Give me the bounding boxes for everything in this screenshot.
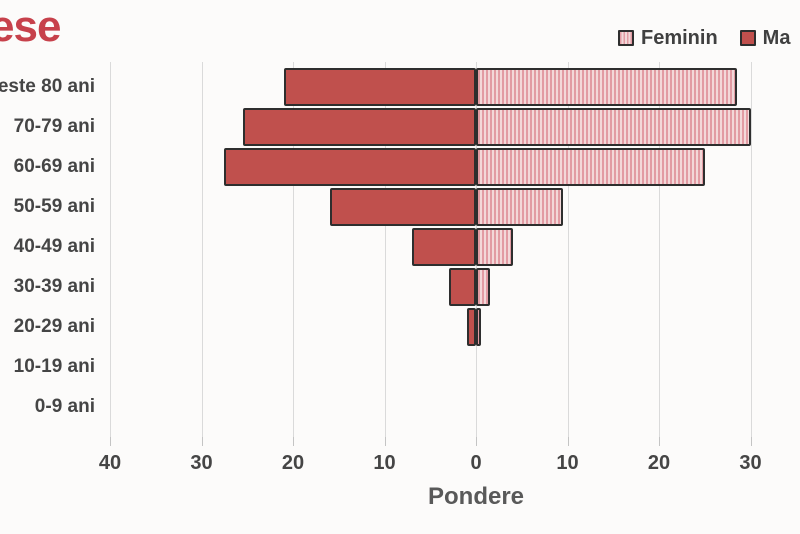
x-tick-label: 20 <box>281 452 305 474</box>
category-label: 10-19 ani <box>13 356 95 377</box>
bar-masculin-20-29-ani <box>466 308 476 346</box>
chart-title: ese <box>0 2 61 51</box>
category-label: 0-9 ani <box>34 396 95 417</box>
x-axis-tick <box>750 437 752 446</box>
x-tick-label: 20 <box>647 452 671 474</box>
gridline <box>110 62 111 437</box>
legend-label-masculin: Ma <box>762 26 791 49</box>
gridline <box>567 62 569 437</box>
category-label: este 80 ani <box>0 76 95 97</box>
category-label: 30-39 ani <box>13 276 95 297</box>
gridline <box>750 62 752 437</box>
gridline <box>201 62 203 437</box>
bar-masculin-50-59-ani <box>329 188 476 226</box>
x-axis-tick <box>110 437 111 446</box>
bar-masculin-30-39-ani <box>448 268 476 306</box>
x-axis-tick <box>567 437 569 446</box>
category-label: 20-29 ani <box>13 316 95 337</box>
x-axis-title: Pondere <box>427 483 525 510</box>
bar-masculin-60-69-ani <box>224 148 476 186</box>
gridline <box>659 62 660 437</box>
bar-masculin-este-80-ani <box>283 68 476 106</box>
bar-feminin-este-80-ani <box>476 68 737 106</box>
bar-feminin-30-39-ani <box>476 268 490 306</box>
x-tick-label: 40 <box>98 452 122 474</box>
gridline <box>293 62 294 437</box>
bar-masculin-70-79-ani <box>242 108 476 146</box>
x-axis-tick <box>293 437 294 446</box>
x-tick-label: 0 <box>470 452 482 474</box>
x-axis-tick <box>476 437 477 446</box>
masculin-swatch-icon <box>739 30 756 46</box>
category-label: 50-59 ani <box>13 196 95 217</box>
gridline <box>384 62 386 437</box>
x-tick-label: 10 <box>373 452 396 474</box>
bar-feminin-60-69-ani <box>476 148 705 186</box>
category-label: 70-79 ani <box>13 116 95 137</box>
bar-feminin-50-59-ani <box>476 188 563 226</box>
bar-masculin-40-49-ani <box>411 228 476 266</box>
legend-item-masculin: Ma <box>739 26 791 50</box>
legend-label-feminin: Feminin <box>641 26 718 49</box>
bar-feminin-20-29-ani <box>476 308 481 346</box>
legend-item-feminin: Feminin <box>618 27 718 50</box>
bar-feminin-40-49-ani <box>476 228 513 266</box>
x-tick-label: 30 <box>739 452 762 474</box>
x-tick-label: 30 <box>190 452 213 474</box>
x-axis-tick <box>384 437 386 446</box>
x-tick-label: 10 <box>556 452 579 474</box>
x-axis-tick <box>659 437 660 446</box>
x-axis-tick <box>201 437 203 446</box>
bar-feminin-70-79-ani <box>476 108 751 146</box>
legend: Feminin Ma <box>618 26 800 50</box>
feminin-swatch-icon <box>618 30 634 46</box>
category-label: 60-69 ani <box>13 156 95 177</box>
category-label: 40-49 ani <box>13 236 95 257</box>
